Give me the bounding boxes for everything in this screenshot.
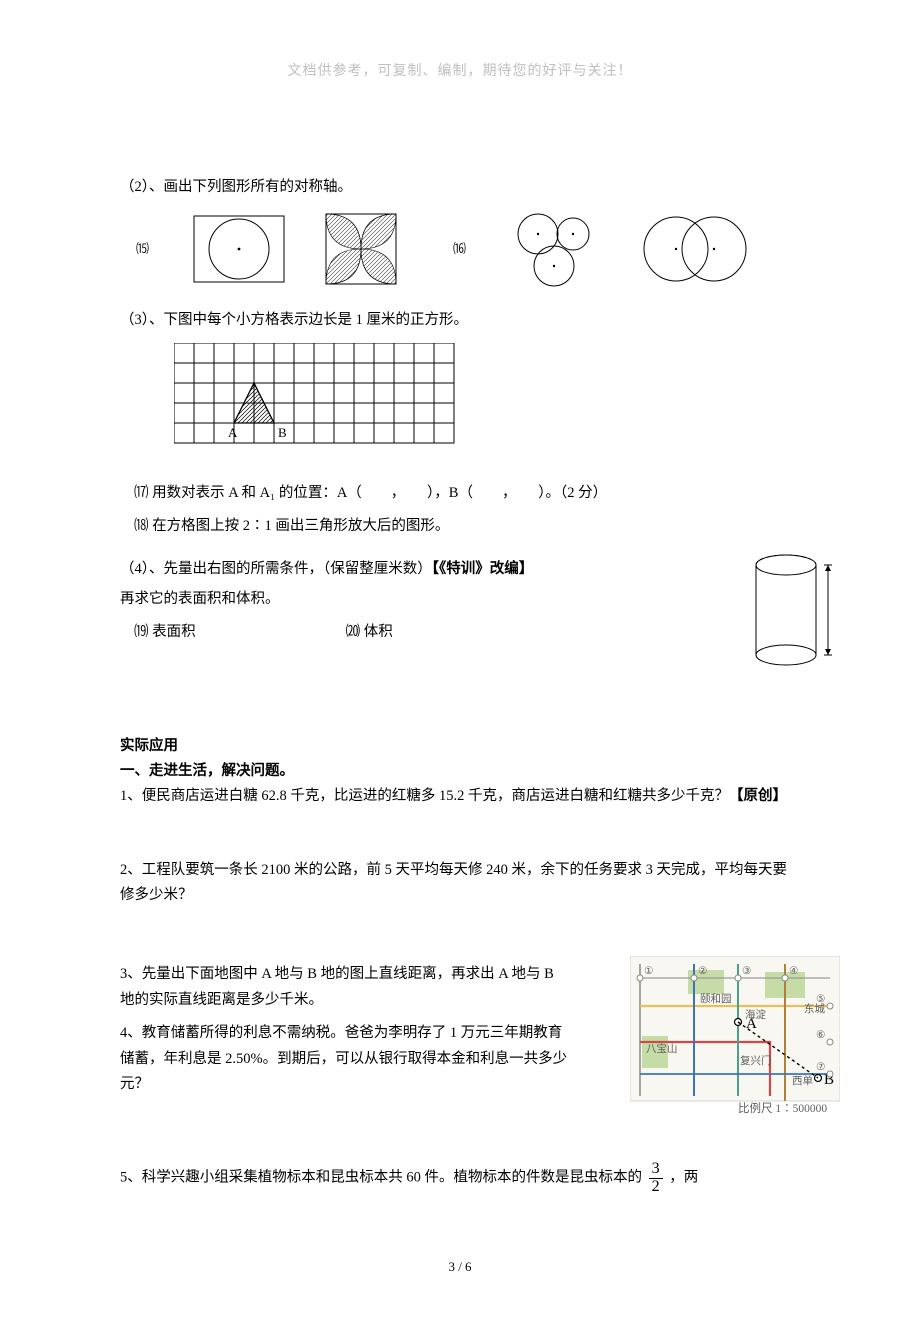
svg-text:颐和园: 颐和园: [700, 993, 732, 1005]
practical-heading: 实际应用: [120, 734, 800, 759]
p5-post: ，两: [669, 1170, 698, 1186]
fig-16a-three-circles: [510, 210, 600, 288]
map-figure: 颐和园 海淀 东城 八宝山 复兴门 西单 A B ① ② ③ ④ ⑤ ⑥ ⑦ 比…: [630, 956, 840, 1123]
label-15: ⒂: [136, 238, 149, 261]
fraction-3-2: 3 2: [649, 1161, 663, 1196]
p3: 3、先量出下面地图中 A 地与 B 地的图上直线距离，再求出 A 地与 B 地的…: [120, 962, 570, 1013]
p4: 4、教育储蓄所得的利息不需纳税。爸爸为李明存了 1 万元三年期教育储蓄，年利息是…: [120, 1021, 570, 1097]
q3-grid: A B: [174, 343, 800, 468]
p2: 2、工程队要筑一条长 2100 米的公路，前 5 天平均每天修 240 米，余下…: [120, 858, 800, 909]
svg-text:⑥: ⑥: [816, 1029, 826, 1041]
svg-text:③: ③: [742, 965, 752, 977]
p1: 1、便民商店运进白糖 62.8 千克，比运进的红糖多 15.2 千克，商店运进白…: [120, 784, 800, 809]
q3-prompt: （3）、下图中每个小方格表示边长是 1 厘米的正方形。: [120, 308, 800, 333]
grid-label-B: B: [278, 425, 287, 440]
cylinder-figure: [750, 551, 840, 680]
svg-text:⑤: ⑤: [816, 993, 826, 1005]
q4-prompt-line2: 再求它的表面积和体积。: [120, 587, 800, 612]
fig-16b-two-circles: [640, 211, 750, 287]
fig-15b-four-petal: [325, 213, 397, 285]
svg-text:②: ②: [698, 965, 708, 977]
p5-pre: 5、科学兴趣小组采集植物标本和昆虫标本共 60 件。植物标本的件数是昆虫标本的: [120, 1170, 642, 1186]
label-19: ⒆ 表面积: [134, 620, 196, 645]
svg-text:⑦: ⑦: [816, 1061, 826, 1073]
frac-num: 3: [649, 1161, 663, 1179]
page-number: 3 / 6: [120, 1256, 800, 1279]
p5: 5、科学兴趣小组采集植物标本和昆虫标本共 60 件。植物标本的件数是昆虫标本的 …: [120, 1161, 800, 1196]
svg-text:八宝山: 八宝山: [646, 1042, 678, 1055]
q4-prompt-line1: （4）、先量出右图的所需条件，（保留整厘米数）【《特训》改编】: [120, 557, 800, 582]
map-scale-text: 比例尺 1∶500000: [738, 1101, 827, 1114]
p1-text: 1、便民商店运进白糖 62.8 千克，比运进的红糖多 15.2 千克，商店运进白…: [120, 788, 729, 804]
p1-tag: 【原创】: [729, 788, 787, 804]
fig-15a-circle-in-rect: [193, 215, 285, 283]
q2-figures: ⒂ ⒃: [120, 210, 800, 288]
q3-line18: ⒅ 在方格图上按 2∶1 画出三角形放大后的图形。: [120, 514, 800, 539]
q3-line17: ⒄ 用数对表示 A 和 A₁ 的位置：A（ ， ），B（ ， ）。（2 分）: [120, 481, 800, 506]
frac-den: 2: [649, 1179, 663, 1196]
q2-prompt: （2）、画出下列图形所有的对称轴。: [120, 175, 800, 200]
label-16: ⒃: [453, 238, 466, 261]
header-note: 文档供参考，可复制、编制，期待您的好评与关注！: [120, 60, 800, 85]
practical-subheading: 一、走进生活，解决问题。: [120, 759, 800, 784]
label-20: ⒇ 体积: [346, 620, 393, 645]
q4-prompt-a: （4）、先量出右图的所需条件，（保留整厘米数）: [120, 561, 432, 577]
q4-tag: 【《特训》改编】: [432, 561, 534, 577]
svg-text:复兴门: 复兴门: [740, 1054, 772, 1067]
grid-label-A: A: [228, 425, 238, 440]
svg-text:西单: 西单: [792, 1075, 813, 1087]
svg-text:①: ①: [644, 965, 654, 977]
svg-text:④: ④: [789, 965, 799, 977]
